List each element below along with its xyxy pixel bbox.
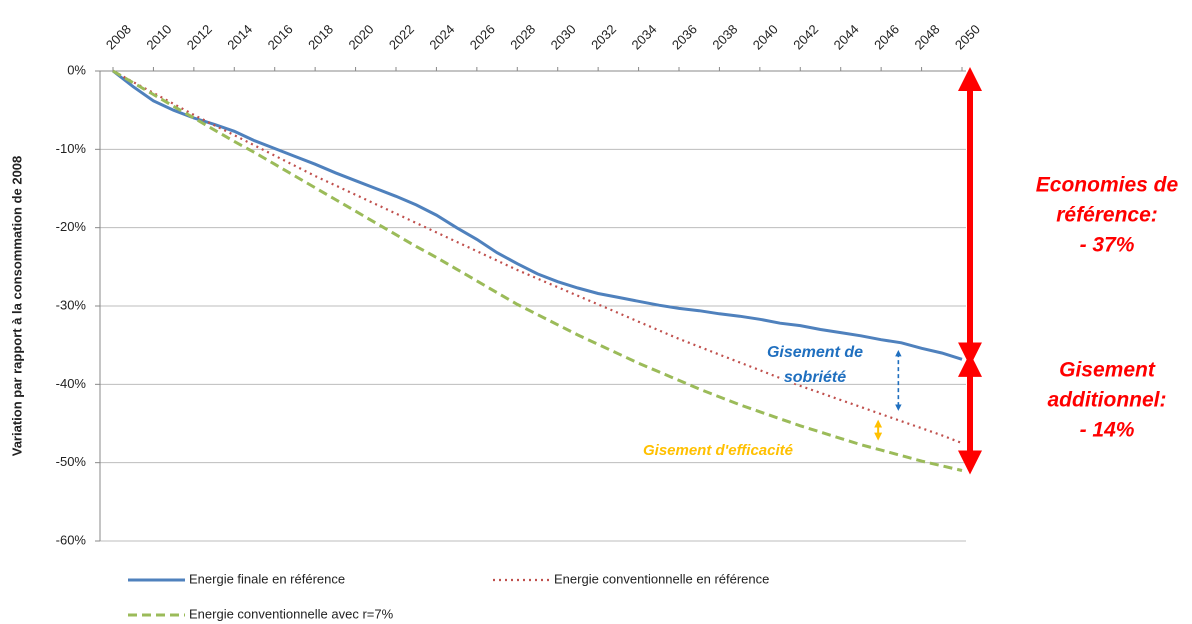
reference-annotation: référence: [1056, 204, 1158, 227]
x-tick-label: 2036 [669, 21, 700, 52]
x-tick-label: 2010 [143, 21, 174, 52]
x-tick-label: 2022 [386, 21, 417, 52]
x-tick-label: 2044 [831, 21, 862, 52]
x-tick-label: 2018 [305, 21, 336, 52]
x-tick-label: 2038 [709, 21, 740, 52]
legend-label: Energie conventionnelle en référence [554, 571, 769, 586]
x-tick-label: 2032 [588, 21, 619, 52]
x-tick-label: 2008 [103, 21, 134, 52]
x-tick-label: 2048 [912, 21, 943, 52]
sobriety-annotation: Gisement de [767, 344, 863, 361]
x-tick-label: 2028 [507, 21, 538, 52]
y-tick-label: 0% [67, 62, 86, 77]
sobriety-annotation: sobriété [784, 369, 846, 386]
x-tick-label: 2050 [952, 21, 983, 52]
additional-annotation: - 14% [1080, 419, 1135, 442]
reference-annotation: Economies de [1036, 174, 1179, 197]
x-tick-label: 2024 [426, 21, 457, 52]
x-tick-label: 2030 [548, 21, 579, 52]
x-tick-label: 2046 [871, 21, 902, 52]
x-tick-label: 2042 [790, 21, 821, 52]
y-tick-label: -10% [56, 141, 87, 156]
efficiency-annotation: Gisement d'efficacité [643, 442, 793, 459]
additional-annotation: Gisement [1059, 359, 1156, 382]
y-tick-label: -30% [56, 297, 87, 312]
x-tick-label: 2016 [265, 21, 296, 52]
y-tick-label: -50% [56, 454, 87, 469]
y-tick-label: -20% [56, 219, 87, 234]
y-axis-title: Variation par rapport à la consommation … [9, 156, 24, 457]
additional-annotation: additionnel: [1048, 389, 1167, 412]
x-tick-label: 2026 [467, 21, 498, 52]
reference-annotation: - 37% [1080, 234, 1135, 257]
legend-label: Energie finale en référence [189, 571, 345, 586]
y-tick-label: -60% [56, 532, 87, 547]
legend-label: Energie conventionnelle avec r=7% [189, 606, 394, 621]
x-tick-label: 2012 [184, 21, 215, 52]
x-tick-label: 2020 [346, 21, 377, 52]
y-tick-label: -40% [56, 376, 87, 391]
series-line [112, 69, 963, 472]
x-tick-label: 2034 [629, 21, 660, 52]
x-tick-label: 2014 [224, 21, 255, 52]
x-tick-label: 2040 [750, 21, 781, 52]
series-line [112, 70, 963, 445]
series-line [112, 69, 963, 361]
